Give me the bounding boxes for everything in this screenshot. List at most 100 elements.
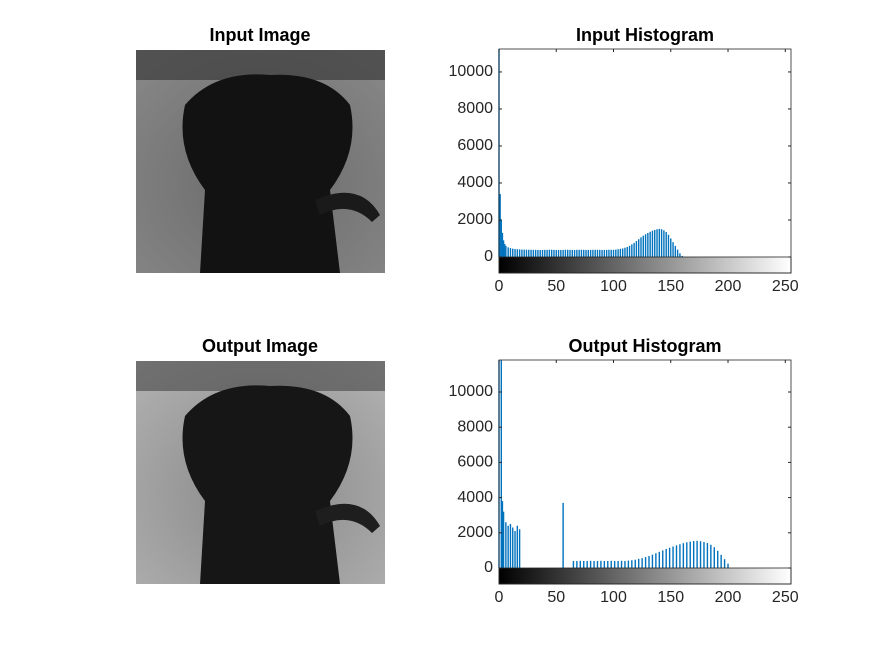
bar — [516, 525, 519, 569]
bar — [713, 547, 715, 569]
bar — [633, 242, 635, 257]
bar — [571, 249, 573, 257]
bar — [546, 249, 548, 257]
bar — [640, 237, 642, 257]
bar — [656, 229, 658, 257]
axes-box — [498, 359, 792, 585]
bar — [612, 249, 615, 257]
x-tick-label: 100 — [600, 589, 627, 606]
x-tick-label: 250 — [772, 278, 799, 295]
bar — [670, 238, 672, 257]
bar — [550, 249, 553, 257]
y-tick-label: 6000 — [457, 137, 493, 154]
bar — [723, 559, 726, 569]
bar — [617, 560, 619, 569]
bar — [539, 249, 541, 257]
bar — [514, 249, 516, 257]
y-tick-label: 8000 — [457, 100, 493, 117]
x-tick-label: 200 — [715, 589, 742, 606]
bar — [585, 249, 587, 257]
bar — [621, 248, 624, 257]
bar — [699, 541, 702, 569]
bar — [560, 249, 562, 257]
bar — [501, 501, 504, 569]
y-tick-label: 2000 — [457, 524, 493, 541]
bar — [667, 234, 670, 257]
bar — [601, 249, 603, 257]
bar — [502, 511, 505, 569]
bar — [613, 560, 616, 569]
bar — [572, 560, 575, 569]
bar — [649, 231, 651, 257]
bar — [499, 194, 501, 257]
bar — [579, 560, 582, 569]
bar — [682, 543, 685, 569]
bar — [534, 249, 537, 257]
bar — [544, 249, 546, 257]
bar — [532, 249, 535, 257]
x-tick-label: 0 — [495, 278, 504, 295]
bar — [557, 249, 560, 257]
bar — [631, 560, 633, 569]
bar — [689, 541, 691, 569]
bar — [518, 249, 521, 257]
bar — [624, 247, 626, 257]
bar — [504, 244, 506, 257]
bar — [516, 249, 519, 257]
bar — [634, 559, 636, 569]
bar — [642, 235, 644, 257]
bar — [638, 239, 640, 257]
bar — [603, 249, 606, 257]
bar — [648, 556, 650, 569]
bar — [569, 249, 571, 257]
bar — [679, 253, 681, 257]
bar — [660, 229, 663, 257]
x-tick-label: 150 — [657, 589, 684, 606]
bar — [576, 560, 578, 569]
bar — [580, 249, 583, 257]
x-tick-label: 100 — [600, 278, 627, 295]
bar — [706, 543, 709, 569]
output-image — [136, 361, 385, 584]
bar — [686, 542, 688, 569]
bar — [703, 541, 705, 569]
bar — [651, 230, 654, 257]
bar — [628, 245, 631, 257]
bar — [610, 249, 612, 257]
bar — [573, 249, 576, 257]
bar — [509, 248, 512, 257]
colorbar — [498, 256, 792, 274]
chart-title: Output Histogram — [569, 336, 722, 356]
y-tick-label: 4000 — [457, 489, 493, 506]
bar — [521, 249, 523, 257]
image-title: Input Image — [209, 25, 310, 45]
bar — [668, 547, 671, 569]
bar — [665, 232, 667, 257]
bar — [528, 249, 530, 257]
y-tick-label: 4000 — [457, 174, 493, 191]
bar — [507, 247, 509, 257]
bar — [548, 249, 551, 257]
bar — [592, 249, 594, 257]
bar — [523, 249, 525, 257]
bar — [583, 249, 585, 257]
bar — [512, 527, 514, 569]
bar — [500, 360, 502, 569]
bar — [617, 249, 619, 257]
bar — [674, 245, 677, 257]
bar — [710, 544, 712, 569]
bar — [514, 531, 516, 569]
bar — [638, 558, 640, 569]
bar — [679, 544, 681, 569]
y-tick-label: 2000 — [457, 211, 493, 228]
chart-title: Input Histogram — [576, 25, 714, 45]
bar — [631, 244, 633, 257]
y-tick-label: 10000 — [449, 383, 494, 400]
bar — [594, 249, 596, 257]
x-tick-label: 250 — [772, 589, 799, 606]
bar — [564, 249, 567, 257]
bar — [541, 249, 544, 257]
bar — [720, 554, 722, 569]
axes-box — [498, 48, 792, 274]
bar — [567, 249, 569, 257]
